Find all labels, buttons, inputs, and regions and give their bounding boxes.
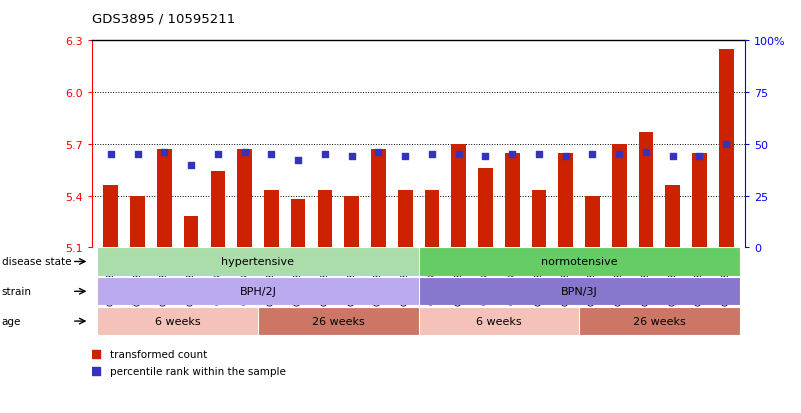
Bar [211, 172, 225, 248]
Bar [718, 50, 734, 248]
Point [211, 152, 224, 158]
Point [505, 152, 518, 158]
Bar [157, 150, 171, 248]
Point [292, 158, 304, 164]
Bar [131, 196, 145, 248]
Point [613, 152, 626, 158]
Bar [183, 217, 199, 248]
Bar [585, 196, 600, 248]
Text: disease state: disease state [2, 256, 71, 266]
Bar [532, 191, 546, 248]
Point [319, 152, 332, 158]
Point [104, 152, 117, 158]
Text: percentile rank within the sample: percentile rank within the sample [111, 366, 286, 377]
Point [372, 150, 384, 156]
Text: 6 weeks: 6 weeks [476, 316, 521, 326]
Bar [344, 196, 359, 248]
Point [693, 154, 706, 160]
Text: BPH/2J: BPH/2J [239, 287, 276, 297]
Point [425, 152, 438, 158]
Text: BPN/3J: BPN/3J [561, 287, 598, 297]
Text: transformed count: transformed count [111, 349, 207, 359]
Text: age: age [2, 316, 21, 326]
Point [399, 154, 412, 160]
Point [533, 152, 545, 158]
Bar [638, 133, 654, 248]
Point [265, 152, 278, 158]
Point [720, 141, 733, 148]
Point [639, 150, 652, 156]
Text: strain: strain [2, 286, 32, 296]
Bar [558, 153, 573, 248]
Bar [451, 145, 466, 248]
Bar [237, 150, 252, 248]
Bar [264, 191, 279, 248]
Bar [612, 145, 626, 248]
Bar [103, 186, 119, 248]
Bar [291, 199, 305, 248]
Point [90, 351, 103, 357]
Bar [398, 191, 413, 248]
Bar [425, 191, 439, 248]
Text: GDS3895 / 10595211: GDS3895 / 10595211 [92, 12, 235, 25]
Point [90, 368, 103, 375]
Text: normotensive: normotensive [541, 257, 618, 267]
Bar [692, 153, 706, 248]
Point [345, 154, 358, 160]
Text: 26 weeks: 26 weeks [633, 316, 686, 326]
Bar [478, 169, 493, 248]
Bar [371, 150, 386, 248]
Point [666, 154, 679, 160]
Point [586, 152, 599, 158]
Bar [666, 186, 680, 248]
Point [131, 152, 144, 158]
Text: 26 weeks: 26 weeks [312, 316, 364, 326]
Bar [317, 191, 332, 248]
Point [158, 150, 171, 156]
Text: 6 weeks: 6 weeks [155, 316, 200, 326]
Point [453, 152, 465, 158]
Point [238, 150, 251, 156]
Point [185, 162, 198, 169]
Point [479, 154, 492, 160]
Point [559, 154, 572, 160]
Bar [505, 153, 520, 248]
Text: hypertensive: hypertensive [222, 257, 295, 267]
